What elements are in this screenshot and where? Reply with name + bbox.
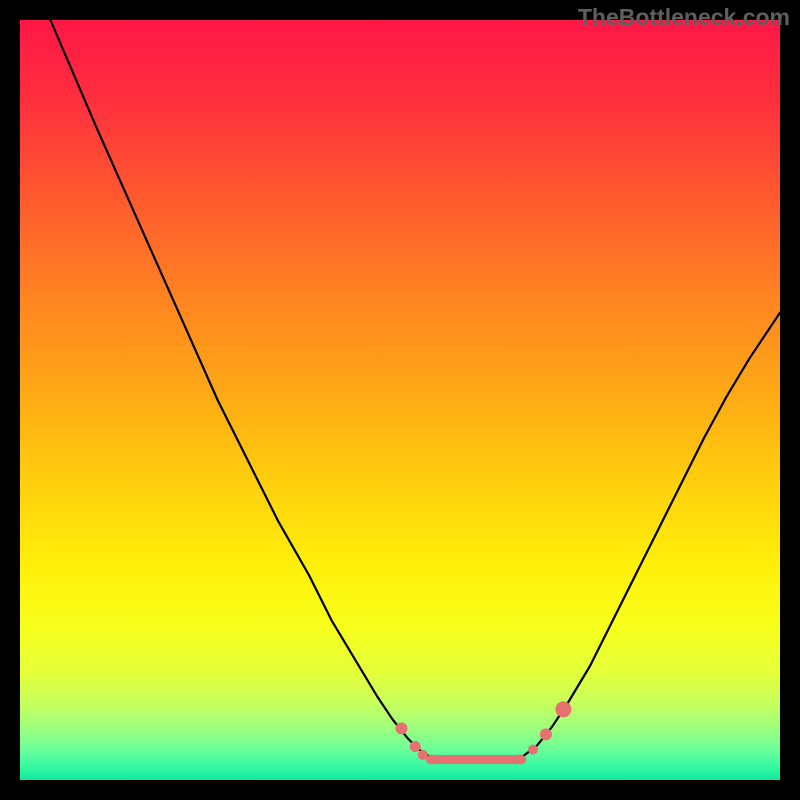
chart-canvas: TheBottleneck.com [0, 0, 800, 800]
watermark-text: TheBottleneck.com [578, 4, 790, 31]
chart-svg [0, 0, 800, 800]
